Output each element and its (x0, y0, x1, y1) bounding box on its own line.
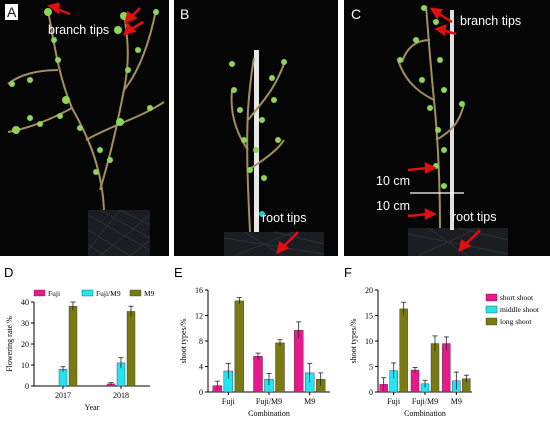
plant-a-photo (7, 2, 165, 256)
chart-e-svg: 0 4 8 12 16 shoot types/% Combination Fuji Fuji/… (179, 286, 330, 418)
y-tick-label-d-0: 0 (25, 382, 29, 391)
y-tick-label-e-2: 8 (199, 337, 203, 346)
bar-e-1-2 (275, 342, 285, 393)
x-tick-label-e-2: M9 (304, 397, 315, 406)
bar-d-1-2 (126, 311, 136, 387)
photo-panel-b: B root tips (174, 0, 338, 256)
y-tick-label-d-1: 10 (21, 361, 29, 370)
legend-label-d-0: Fuji (48, 289, 60, 298)
chart-e: 0 4 8 12 16 shoot types/% Combination Fuji Fuji/… (174, 282, 344, 423)
root-tips-label-b: root tips (262, 211, 307, 225)
chart-d: 0 10 20 30 40 Flowering rate % Year 2017 2018 Fuj… (0, 282, 170, 423)
x-tick-label-d-1: 2018 (113, 391, 129, 400)
panel-letter-e: E (174, 265, 183, 280)
panel-letter-b: B (180, 6, 190, 22)
bar-e-0-2 (234, 300, 245, 393)
y-axis-label-f: shoot types/% (349, 318, 358, 363)
scale-label-lower: 10 cm (376, 199, 411, 213)
legend-label-f-2: long shoot (500, 317, 532, 326)
panel-letter-d: D (4, 265, 14, 280)
y-tick-label-f-3: 15 (365, 312, 373, 321)
legend-label-f-1: middle shoot (500, 305, 540, 314)
y-tick-label-f-0: 0 (369, 388, 373, 397)
x-tick-label-e-1: Fuji/M9 (256, 397, 282, 406)
chart-d-svg: 0 10 20 30 40 Flowering rate % Year 2017 2018 Fuj… (5, 289, 155, 412)
y-tick-label-f-2: 10 (365, 337, 373, 346)
plant-b-photo (223, 50, 325, 256)
y-tick-label-d-4: 40 (21, 298, 29, 307)
panel-letter-c: C (351, 6, 362, 22)
y-tick-label-e-0: 0 (199, 388, 203, 397)
plant-c-photo (397, 5, 509, 256)
legend-label-f-0: short shoot (500, 293, 534, 302)
panel-letter-f: F (344, 265, 352, 280)
legend-label-d-1: Fuji/M9 (96, 289, 121, 298)
photo-panel-a: A branch tips (0, 0, 169, 256)
y-tick-label-d-2: 20 (21, 340, 29, 349)
x-tick-label-f-2: M9 (451, 397, 462, 406)
legend-swatch-f-2 (485, 317, 498, 326)
x-axis-label-f: Combination (404, 409, 446, 418)
root-tips-label-c: root tips (452, 210, 497, 224)
y-tick-label-f-4: 20 (365, 286, 373, 295)
chart-f: 0 5 10 15 20 shoot types/% Combination Fuji Fuji… (344, 282, 550, 423)
x-axis-label-d: Year (85, 403, 100, 412)
bar-d-0-2 (68, 306, 78, 387)
x-tick-label-f-1: Fuji/M9 (412, 397, 438, 406)
y-tick-label-f-1: 5 (369, 363, 373, 372)
bar-f-0-2 (399, 308, 408, 393)
y-tick-label-e-4: 16 (195, 286, 203, 295)
x-tick-label-f-0: Fuji (387, 397, 401, 406)
photo-panel-c: C branch tips 10 cm 10 cm root tips (344, 0, 550, 256)
y-axis-label-e: shoot types/% (179, 318, 188, 363)
panel-letter-a: A (5, 4, 19, 20)
legend-swatch-d-2 (129, 289, 142, 297)
x-tick-label-e-0: Fuji (222, 397, 236, 406)
bar-f-2-0 (442, 343, 451, 393)
y-tick-label-e-1: 4 (199, 363, 203, 372)
legend-swatch-f-0 (485, 293, 498, 302)
bar-f-1-0 (410, 369, 420, 393)
y-axis-label-d: Flowering rate % (5, 316, 14, 372)
x-tick-label-d-0: 2017 (55, 391, 71, 400)
legend-label-d-2: M9 (144, 289, 155, 298)
branch-tips-label-a: branch tips (48, 23, 110, 37)
legend-swatch-d-1 (81, 289, 94, 297)
y-tick-label-e-3: 12 (195, 312, 203, 321)
legend-swatch-f-1 (485, 305, 498, 314)
branch-tips-label-c: branch tips (460, 14, 522, 28)
y-tick-label-d-3: 30 (21, 319, 29, 328)
bar-e-2-0 (293, 329, 304, 393)
bar-e-1-0 (253, 356, 263, 393)
legend-swatch-d-0 (33, 289, 46, 297)
x-axis-label-e: Combination (248, 409, 290, 418)
scale-label-upper: 10 cm (376, 174, 411, 188)
